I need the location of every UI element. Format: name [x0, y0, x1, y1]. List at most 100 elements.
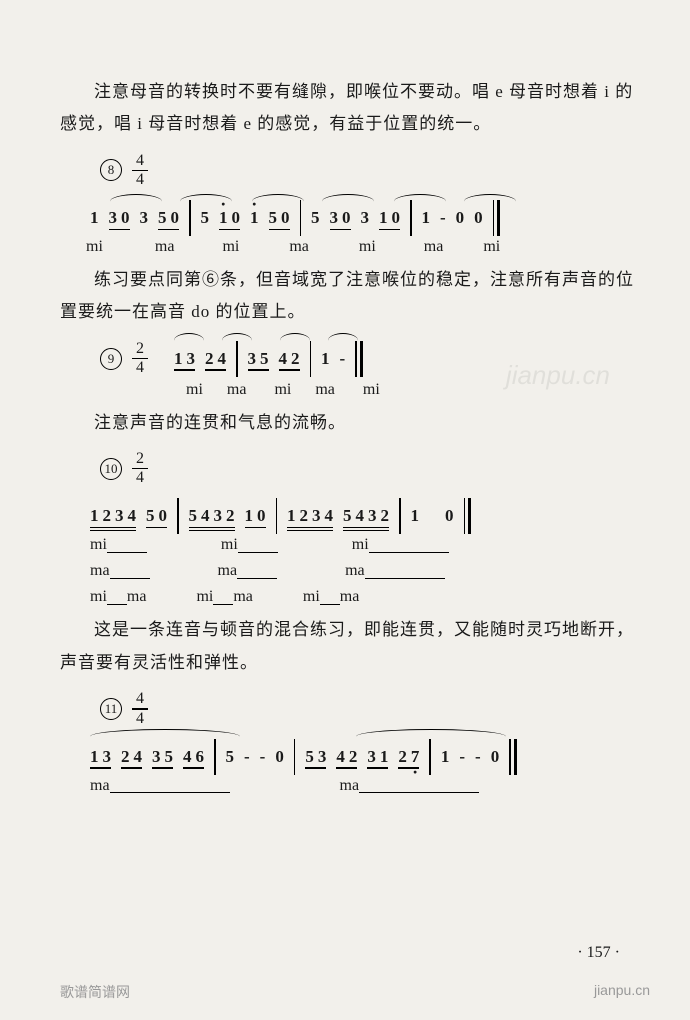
- time-signature-10: 2 4: [132, 451, 148, 487]
- time-signature-9: 2 4: [132, 341, 148, 377]
- beam: 46: [183, 747, 204, 767]
- barline: [214, 739, 216, 775]
- tie-arc: [252, 194, 304, 209]
- note: 1: [90, 208, 99, 228]
- beam: 24: [205, 349, 226, 369]
- note: 5: [201, 208, 210, 228]
- beam: 13: [174, 349, 195, 369]
- lyric: ma: [424, 238, 444, 256]
- beam: 30: [109, 208, 130, 228]
- beam: 24: [121, 747, 142, 767]
- lyric: mima: [303, 588, 359, 606]
- lyrics-8: mi ma mi ma mi ma mi: [90, 238, 640, 256]
- tie-arc: [322, 194, 374, 209]
- footer: 歌谱简谱网 jianpu.cn: [0, 982, 690, 1002]
- beam: 10: [379, 208, 400, 228]
- lyric: mi: [86, 238, 103, 256]
- barline: [399, 498, 401, 534]
- note: 1: [411, 506, 420, 526]
- note: -: [459, 747, 465, 767]
- note: 1: [422, 208, 431, 228]
- lyric: ma: [155, 238, 175, 256]
- lyric: mi: [222, 238, 239, 256]
- lyric: ma: [340, 777, 480, 795]
- note: -: [475, 747, 481, 767]
- beam: 53: [305, 747, 326, 767]
- beam-double: 5432: [189, 506, 235, 526]
- lyric: mi: [221, 536, 278, 554]
- double-barline: [509, 739, 517, 775]
- time-den: 4: [136, 172, 144, 188]
- exercise-11-label: 11 4 4: [100, 691, 640, 727]
- tie-arc: [174, 333, 204, 348]
- tie-arc: [328, 333, 358, 348]
- beam: 31: [367, 747, 388, 767]
- time-num: 2: [136, 451, 144, 467]
- notation-10: 1234 50 5432 10 1234 5432 1 0: [90, 498, 640, 534]
- beam: 50: [146, 506, 167, 526]
- time-den: 4: [136, 470, 144, 486]
- lyric: ma: [315, 381, 335, 399]
- footer-right: jianpu.cn: [594, 982, 650, 1002]
- time-signature-11: 4 4: [132, 691, 148, 727]
- time-num: 2: [136, 341, 144, 357]
- beam: 10: [219, 208, 240, 228]
- footer-left: 歌谱简谱网: [60, 982, 130, 1002]
- double-barline: [464, 498, 472, 534]
- notation-9: 13 24 35 42 1 -: [174, 341, 363, 377]
- beam: 13: [90, 747, 111, 767]
- paragraph-2: 练习要点同第⑥条，但音域宽了注意喉位的稳定，注意所有声音的位置要统一在高音 do…: [60, 264, 640, 329]
- beam-double: 1234: [90, 506, 136, 526]
- lyrics-10-row3: mima mima mima: [90, 588, 640, 606]
- page-number: · 157 ·: [577, 944, 620, 962]
- barline: [276, 498, 278, 534]
- lyric: ma: [345, 562, 445, 580]
- note: 0: [491, 747, 500, 767]
- notation-11: 13 24 35 46 5 - - 0 53 42 31 27 1 - - 0: [90, 739, 640, 775]
- beam-double: 5432: [343, 506, 389, 526]
- note: 5: [311, 208, 320, 228]
- lyric: mi: [483, 238, 500, 256]
- circled-8: 8: [100, 159, 122, 181]
- note: 1: [250, 208, 259, 228]
- note: 5: [226, 747, 235, 767]
- barline: [294, 739, 296, 775]
- lyrics-10-row1: mi mi mi: [90, 536, 640, 554]
- notation-8: 1 30 3 50 5 10 1 50 5 30 3 10 1 - 0 0: [90, 200, 640, 236]
- exercise-10-label: 10 2 4: [100, 451, 640, 487]
- tie-arc: [394, 194, 446, 209]
- lyric: mi: [186, 381, 203, 399]
- note: 0: [456, 208, 465, 228]
- note: 3: [140, 208, 149, 228]
- beam: 50: [269, 208, 290, 228]
- beam: 42: [279, 349, 300, 369]
- lyric: mi: [274, 381, 291, 399]
- lyric: ma: [218, 562, 278, 580]
- lyric: mi: [352, 536, 449, 554]
- barline: [429, 739, 431, 775]
- time-signature-8: 4 4: [132, 153, 148, 189]
- circled-10: 10: [100, 458, 122, 480]
- note: -: [440, 208, 446, 228]
- lyrics-11: ma ma: [90, 777, 640, 795]
- lyric: ma: [90, 562, 150, 580]
- time-den: 4: [136, 360, 144, 376]
- note: 0: [445, 506, 454, 526]
- note: -: [340, 349, 346, 369]
- lyric: ma: [227, 381, 247, 399]
- lyric: mi: [359, 238, 376, 256]
- lyric: ma: [289, 238, 309, 256]
- lyric: ma: [90, 777, 230, 795]
- note: 1: [321, 349, 330, 369]
- beam: 35: [152, 747, 173, 767]
- circled-11: 11: [100, 698, 122, 720]
- paragraph-4: 这是一条连音与顿音的混合练习，即能连贯，又能随时灵巧地断开，声音要有灵活性和弹性…: [60, 614, 640, 679]
- time-den: 4: [136, 711, 144, 727]
- beam: 35: [248, 349, 269, 369]
- note: 1: [441, 747, 450, 767]
- lyric: mima: [90, 588, 146, 606]
- lyric: mi: [90, 536, 147, 554]
- beam: 10: [245, 506, 266, 526]
- tie-arc-big: [90, 729, 240, 744]
- tie-arc: [464, 194, 516, 209]
